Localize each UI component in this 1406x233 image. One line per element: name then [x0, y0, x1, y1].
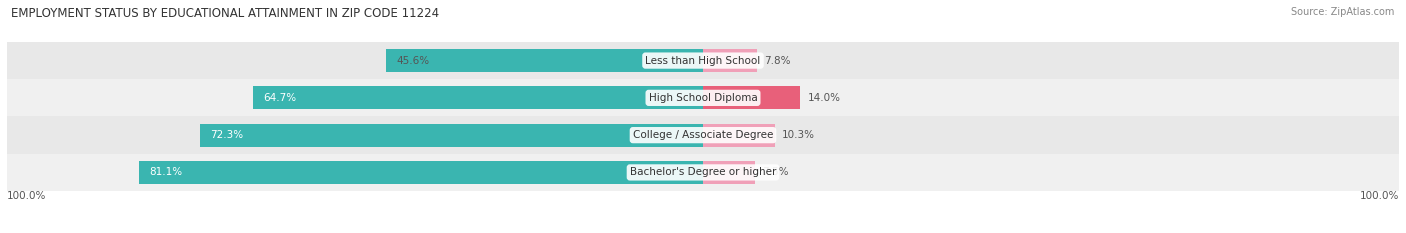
Text: 7.8%: 7.8%	[765, 56, 790, 65]
Bar	[7, 154, 1399, 191]
Bar	[7, 116, 1399, 154]
Text: 45.6%: 45.6%	[396, 56, 429, 65]
Bar	[139, 161, 703, 184]
Text: Source: ZipAtlas.com: Source: ZipAtlas.com	[1291, 7, 1395, 17]
Bar	[7, 42, 1399, 79]
Bar	[385, 49, 703, 72]
Text: 10.3%: 10.3%	[782, 130, 814, 140]
Text: 81.1%: 81.1%	[149, 168, 183, 177]
Bar	[253, 86, 703, 110]
Text: 100.0%: 100.0%	[7, 191, 46, 201]
Bar	[703, 123, 775, 147]
Text: EMPLOYMENT STATUS BY EDUCATIONAL ATTAINMENT IN ZIP CODE 11224: EMPLOYMENT STATUS BY EDUCATIONAL ATTAINM…	[11, 7, 439, 20]
Text: 14.0%: 14.0%	[807, 93, 841, 103]
Bar	[703, 49, 758, 72]
Bar	[7, 79, 1399, 116]
Bar	[703, 161, 755, 184]
Text: Bachelor's Degree or higher: Bachelor's Degree or higher	[630, 168, 776, 177]
Text: Less than High School: Less than High School	[645, 56, 761, 65]
Text: 72.3%: 72.3%	[211, 130, 243, 140]
Bar	[703, 86, 800, 110]
Text: High School Diploma: High School Diploma	[648, 93, 758, 103]
Bar	[200, 123, 703, 147]
Text: 64.7%: 64.7%	[263, 93, 297, 103]
Text: 7.5%: 7.5%	[762, 168, 789, 177]
Text: College / Associate Degree: College / Associate Degree	[633, 130, 773, 140]
Text: 100.0%: 100.0%	[1360, 191, 1399, 201]
